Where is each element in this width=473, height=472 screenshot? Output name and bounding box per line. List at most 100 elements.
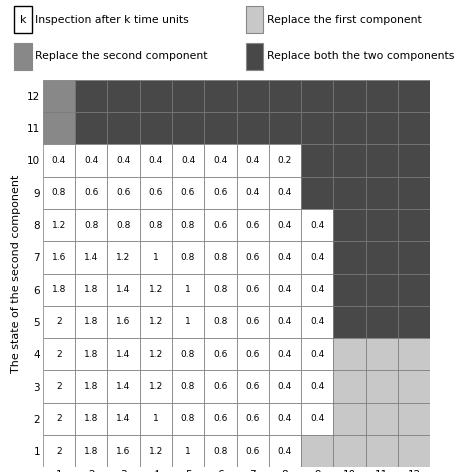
Text: 0.6: 0.6: [181, 188, 195, 197]
Bar: [204, 80, 236, 112]
Text: 0.6: 0.6: [213, 350, 228, 359]
Text: 1: 1: [153, 414, 158, 423]
Text: 0.8: 0.8: [52, 188, 66, 197]
Bar: [204, 435, 236, 467]
Bar: [107, 177, 140, 209]
Bar: [75, 80, 107, 112]
Text: 0.4: 0.4: [278, 220, 292, 229]
Bar: [107, 209, 140, 241]
Text: 0.6: 0.6: [245, 220, 260, 229]
Bar: [301, 209, 333, 241]
Text: 0.4: 0.4: [310, 253, 324, 262]
Text: 0.4: 0.4: [278, 414, 292, 423]
Bar: [172, 338, 204, 371]
Text: 1: 1: [185, 285, 191, 294]
Bar: [269, 273, 301, 306]
Text: 2: 2: [56, 318, 61, 327]
Bar: [236, 112, 269, 144]
Bar: [204, 209, 236, 241]
Text: 0.4: 0.4: [278, 447, 292, 455]
Text: 0.4: 0.4: [278, 318, 292, 327]
Text: 0.8: 0.8: [181, 220, 195, 229]
Text: 1.6: 1.6: [116, 318, 131, 327]
Text: 1.6: 1.6: [52, 253, 66, 262]
Text: 0.4: 0.4: [278, 285, 292, 294]
Bar: [204, 241, 236, 273]
Bar: [366, 371, 398, 403]
Text: 0.8: 0.8: [181, 414, 195, 423]
Bar: [301, 144, 333, 177]
Bar: [204, 177, 236, 209]
Bar: [172, 241, 204, 273]
Bar: [75, 241, 107, 273]
Bar: [269, 403, 301, 435]
Text: 0.8: 0.8: [213, 285, 228, 294]
Bar: [43, 144, 75, 177]
Bar: [204, 371, 236, 403]
Text: 0.8: 0.8: [213, 318, 228, 327]
Text: 0.6: 0.6: [245, 285, 260, 294]
Text: 0.6: 0.6: [149, 188, 163, 197]
Bar: [140, 273, 172, 306]
Y-axis label: The state of the second component: The state of the second component: [11, 174, 21, 373]
Text: 1.2: 1.2: [116, 253, 131, 262]
Bar: [301, 80, 333, 112]
Text: 0.6: 0.6: [245, 414, 260, 423]
Text: 2: 2: [56, 350, 61, 359]
Text: Replace both the two components: Replace both the two components: [267, 51, 454, 61]
Bar: [204, 306, 236, 338]
Bar: [269, 80, 301, 112]
Text: 0.8: 0.8: [213, 253, 228, 262]
Bar: [236, 177, 269, 209]
Bar: [172, 306, 204, 338]
Bar: [107, 403, 140, 435]
Text: 0.6: 0.6: [245, 382, 260, 391]
Bar: [301, 112, 333, 144]
Text: 0.4: 0.4: [116, 156, 131, 165]
Bar: [236, 403, 269, 435]
Bar: [140, 306, 172, 338]
Bar: [172, 435, 204, 467]
Bar: [236, 371, 269, 403]
Bar: [140, 338, 172, 371]
Text: 0.4: 0.4: [52, 156, 66, 165]
Text: 0.6: 0.6: [213, 382, 228, 391]
Bar: [43, 338, 75, 371]
Bar: [204, 338, 236, 371]
Text: 0.4: 0.4: [310, 414, 324, 423]
Text: 1.8: 1.8: [84, 350, 98, 359]
Bar: [333, 241, 366, 273]
Bar: [333, 80, 366, 112]
Bar: [398, 403, 430, 435]
Text: 0.8: 0.8: [149, 220, 163, 229]
Bar: [301, 241, 333, 273]
Text: 1.2: 1.2: [149, 382, 163, 391]
Bar: [14, 6, 32, 33]
Bar: [398, 177, 430, 209]
Text: 1.2: 1.2: [52, 220, 66, 229]
Bar: [43, 306, 75, 338]
Bar: [333, 306, 366, 338]
Bar: [43, 273, 75, 306]
Text: 0.4: 0.4: [181, 156, 195, 165]
Bar: [140, 435, 172, 467]
Bar: [333, 435, 366, 467]
Text: 0.4: 0.4: [278, 188, 292, 197]
Bar: [366, 241, 398, 273]
Bar: [366, 435, 398, 467]
Bar: [204, 403, 236, 435]
Bar: [107, 112, 140, 144]
Bar: [204, 144, 236, 177]
Bar: [269, 371, 301, 403]
Bar: [43, 403, 75, 435]
Bar: [43, 209, 75, 241]
Bar: [333, 273, 366, 306]
Text: 0.4: 0.4: [310, 220, 324, 229]
Bar: [172, 177, 204, 209]
Bar: [75, 403, 107, 435]
Bar: [107, 273, 140, 306]
Bar: [236, 338, 269, 371]
Text: 0.4: 0.4: [278, 382, 292, 391]
Bar: [301, 177, 333, 209]
Bar: [75, 177, 107, 209]
